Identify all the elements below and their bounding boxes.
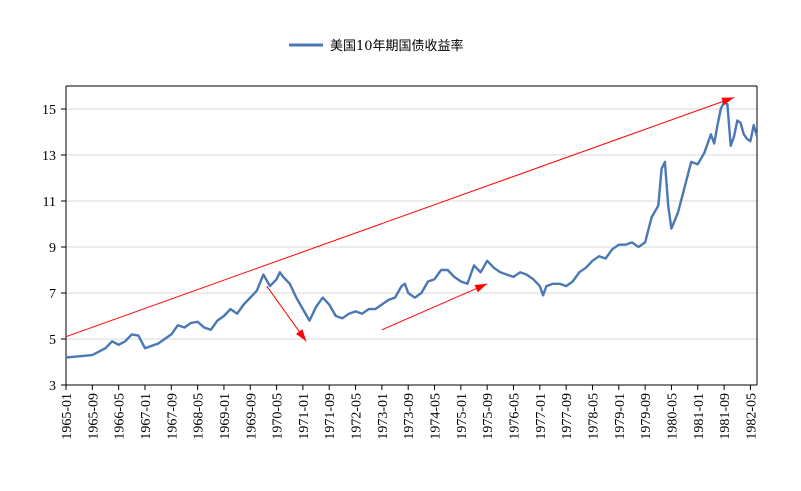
x-tick-label: 1968-05 bbox=[192, 393, 207, 440]
y-tick-label: 13 bbox=[42, 149, 56, 164]
x-tick-label: 1981-09 bbox=[718, 393, 733, 440]
y-tick-label: 3 bbox=[49, 379, 56, 394]
x-tick-label: 1972-05 bbox=[350, 393, 365, 440]
x-tick-label: 1967-09 bbox=[165, 393, 180, 440]
trend-arrow-head bbox=[721, 97, 734, 106]
annotations bbox=[65, 97, 735, 342]
x-tick-label: 1965-01 bbox=[60, 393, 75, 440]
trend-arrow-line bbox=[381, 283, 488, 331]
x-tick-label: 1975-01 bbox=[455, 393, 470, 440]
x-tick-label: 1971-01 bbox=[297, 393, 312, 440]
x-tick-label: 1982-05 bbox=[744, 393, 759, 440]
x-tick-label: 1978-05 bbox=[586, 393, 601, 440]
x-axis-ticks: 1965-01 1965-09 1966-05 1967-01 1967-09 1968-… bbox=[60, 385, 759, 440]
x-tick-label: 1979-09 bbox=[639, 393, 654, 440]
series bbox=[65, 100, 759, 359]
axes bbox=[65, 85, 758, 386]
x-tick-label: 1981-01 bbox=[692, 393, 707, 440]
y-tick-label: 9 bbox=[49, 241, 56, 256]
trend-arrow-head bbox=[295, 329, 307, 342]
grid bbox=[66, 108, 757, 340]
x-tick-label: 1965-09 bbox=[86, 393, 101, 440]
x-tick-label: 1979-01 bbox=[613, 393, 628, 440]
x-tick-label: 1977-09 bbox=[560, 393, 575, 440]
x-tick-label: 1973-09 bbox=[402, 393, 417, 440]
y-axis-ticks: 3 5 7 9 11 13 15 bbox=[42, 103, 66, 394]
x-tick-label: 1970-05 bbox=[271, 393, 286, 440]
series-line-us-10y-yield bbox=[65, 100, 759, 359]
x-tick-label: 1969-09 bbox=[244, 393, 259, 440]
x-tick-label: 1977-01 bbox=[534, 393, 549, 440]
x-tick-label: 1974-05 bbox=[429, 393, 444, 440]
x-tick-label: 1973-01 bbox=[376, 393, 391, 440]
trend-arrow-line bbox=[65, 97, 735, 338]
x-tick-label: 1967-01 bbox=[139, 393, 154, 440]
x-tick-label: 1976-05 bbox=[508, 393, 523, 440]
x-tick-label: 1975-09 bbox=[481, 393, 496, 440]
trend-arrow-head bbox=[474, 283, 488, 293]
y-tick-label: 5 bbox=[49, 333, 56, 348]
x-tick-label: 1969-01 bbox=[218, 393, 233, 440]
legend: 美国10年期国债收益率 bbox=[289, 38, 464, 54]
y-tick-label: 7 bbox=[49, 287, 56, 302]
x-tick-label: 1971-09 bbox=[323, 393, 338, 440]
legend-label: 美国10年期国债收益率 bbox=[330, 38, 464, 54]
x-tick-label: 1980-05 bbox=[665, 393, 680, 440]
x-tick-label: 1966-05 bbox=[113, 393, 128, 440]
y-tick-label: 11 bbox=[43, 195, 56, 210]
y-tick-label: 15 bbox=[42, 103, 56, 118]
